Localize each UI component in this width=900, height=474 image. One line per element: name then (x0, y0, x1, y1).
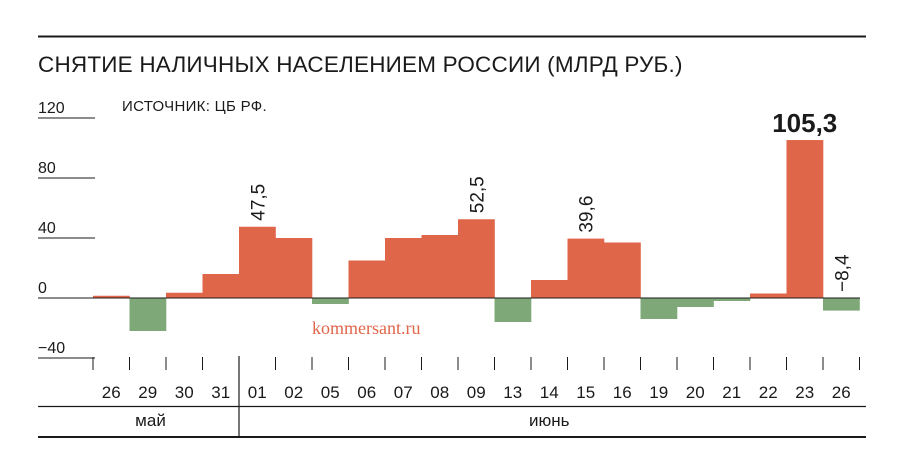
x-tick-label: 05 (321, 383, 340, 402)
x-tick-label: 22 (759, 383, 778, 402)
x-tick-label: 14 (540, 383, 559, 402)
y-tick-label: −40 (38, 340, 65, 357)
x-tick-label: 01 (248, 383, 267, 402)
data-label: 47,5 (248, 184, 269, 221)
bar (166, 292, 203, 298)
bar (93, 295, 130, 298)
month-label: май (135, 411, 166, 430)
bar (567, 238, 605, 298)
bar (823, 298, 860, 311)
x-tick-label: 09 (467, 383, 486, 402)
x-tick-label: 31 (211, 383, 230, 402)
bars (93, 140, 860, 331)
x-axis: 26 29 30 31 01 02 05 06 07 08 09 13 14 15 16 19 20 21 22 23… (92, 357, 860, 402)
x-tick-label: 30 (175, 383, 194, 402)
bar (421, 235, 459, 298)
x-tick-label: 02 (284, 383, 303, 402)
x-tick-label: 20 (686, 383, 705, 402)
bar (239, 226, 276, 298)
data-label: 105,3 (772, 108, 837, 138)
data-labels: 47,5 52,5 39,6 105,3 −8,4 (248, 108, 853, 292)
y-tick-label: 0 (38, 280, 47, 297)
x-tick-label: 26 (102, 383, 121, 402)
x-tick-label: 29 (138, 383, 157, 402)
x-tick-label: 15 (576, 383, 595, 402)
x-tick-label: 08 (430, 383, 449, 402)
data-label: 52,5 (467, 176, 488, 213)
x-tick-label: 06 (357, 383, 376, 402)
bar (275, 238, 313, 298)
bar (677, 298, 714, 307)
bar (494, 298, 532, 322)
bar (202, 274, 240, 298)
y-axis: 120 80 40 0 −40 (38, 100, 95, 359)
x-tick-label: 13 (503, 383, 522, 402)
month-label: июнь (529, 411, 570, 430)
x-tick-label: 23 (795, 383, 814, 402)
bar (604, 242, 641, 298)
bar (640, 298, 678, 319)
x-tick-label: 26 (832, 383, 851, 402)
month-labels: май июнь (135, 411, 569, 430)
x-tick-label: 21 (722, 383, 741, 402)
y-tick-label: 40 (38, 220, 56, 237)
bar (750, 293, 787, 298)
bar (312, 298, 349, 304)
x-tick-label: 07 (394, 383, 413, 402)
chart-title: СНЯТИЕ НАЛИЧНЫХ НАСЕЛЕНИЕМ РОССИИ (МЛРД … (38, 52, 683, 77)
x-tick-label: 16 (613, 383, 632, 402)
bar (385, 238, 422, 298)
y-tick-label: 80 (38, 160, 56, 177)
x-tick-label: 19 (649, 383, 668, 402)
bar (458, 219, 495, 298)
source-note: ИСТОЧНИК: ЦБ РФ. (122, 98, 267, 115)
data-label: 39,6 (577, 196, 598, 233)
bar (713, 298, 751, 301)
bar (348, 260, 386, 298)
bar (531, 280, 568, 298)
watermark: kommersant.ru (312, 318, 420, 338)
data-label: −8,4 (832, 254, 853, 292)
bar (129, 298, 167, 331)
bar (786, 140, 824, 298)
y-tick-label: 120 (38, 100, 65, 117)
